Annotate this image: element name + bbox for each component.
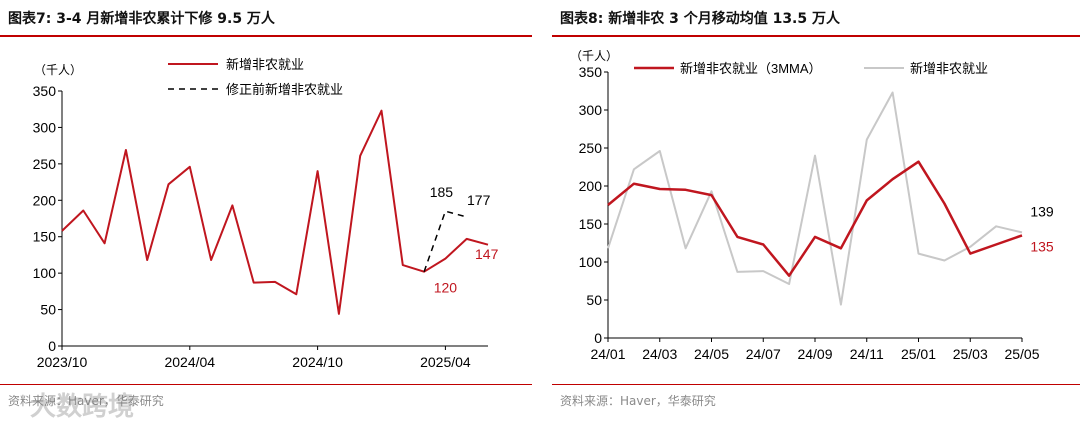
right-y-axis-label: （千人） [570, 49, 618, 63]
left-annotation-120: 120 [434, 280, 458, 296]
right-x-tick-label: 25/03 [953, 346, 988, 362]
right-source-note: 资料来源：Haver，华泰研究 [560, 394, 716, 408]
left-x-tick-label: 2025/04 [420, 354, 471, 370]
left-y-tick-label: 0 [48, 338, 56, 354]
left-legend-label-revised: 新增非农就业 [226, 57, 304, 72]
left-series-prerevision-line [423, 210, 467, 272]
right-title-rule [552, 35, 1080, 37]
right-x-tick-label: 24/01 [590, 346, 625, 362]
right-legend-label-monthly: 新增非农就业 [910, 61, 988, 76]
right-chart: 0 50 100 150 200 250 300 350（千人） 24/01 24/03 24/05… [570, 49, 1054, 362]
left-x-tick-label: 2024/04 [164, 354, 215, 370]
left-y-tick-label: 300 [33, 119, 57, 135]
left-annotation-147: 147 [475, 246, 499, 262]
right-series-monthly-line [607, 91, 1023, 306]
right-chart-panel: 图表8: 新增非农 3 个月移动均值 13.5 万人 0 50 100 150 200 2… [552, 0, 1080, 420]
right-x-tick-label: 24/07 [746, 346, 781, 362]
left-annotation-177: 177 [467, 192, 491, 208]
left-chart-panel: 图表7: 3-4 月新增非农累计下修 9.5 万人 0 50 100 150 200 25… [0, 0, 532, 420]
right-y-tick-label: 50 [586, 292, 602, 308]
left-title-rule [0, 35, 532, 37]
right-x-tick-label: 24/03 [642, 346, 677, 362]
right-x-tick-label: 25/05 [1004, 346, 1039, 362]
right-series-3mma-line [607, 160, 1023, 277]
left-y-axis-label: （千人） [34, 63, 82, 77]
left-series-revised-line [61, 109, 489, 315]
right-legend-label-3mma: 新增非农就业（3MMA） [680, 61, 822, 76]
left-x-tick-label: 2024/10 [292, 354, 343, 370]
left-legend-label-prerevision: 修正前新增非农就业 [226, 82, 343, 97]
left-y-tick-label: 100 [33, 265, 57, 281]
right-y-tick-label: 350 [579, 64, 603, 80]
right-annotation-139: 139 [1030, 203, 1054, 219]
left-y-tick-label: 200 [33, 192, 57, 208]
left-y-tick-label: 250 [33, 156, 57, 172]
left-y-tick-label: 50 [40, 302, 56, 318]
right-y-tick-label: 250 [579, 140, 603, 156]
left-chart-title: 图表7: 3-4 月新增非农累计下修 9.5 万人 [8, 11, 275, 27]
left-y-tick-label: 150 [33, 229, 57, 245]
right-annotation-135: 135 [1030, 238, 1054, 254]
right-x-tick-label: 24/11 [850, 346, 884, 362]
left-chart: 0 50 100 150 200 250 300 350 （千人） 2023/10 2024/04 2… [33, 57, 499, 370]
left-y-tick-label: 350 [33, 83, 57, 99]
right-source-rule [552, 384, 1080, 385]
right-x-tick-label: 24/05 [694, 346, 729, 362]
left-annotation-185: 185 [430, 184, 454, 200]
right-x-tick-label: 25/01 [901, 346, 936, 362]
left-source-rule [0, 384, 532, 385]
right-y-tick-label: 300 [579, 102, 603, 118]
right-x-tick-label: 24/09 [797, 346, 832, 362]
right-y-tick-label: 150 [579, 216, 603, 232]
right-y-tick-label: 100 [579, 254, 603, 270]
right-chart-title: 图表8: 新增非农 3 个月移动均值 13.5 万人 [560, 11, 840, 27]
left-x-tick-label: 2023/10 [37, 354, 88, 370]
right-y-tick-label: 200 [579, 178, 603, 194]
watermark-logo: 大数跨境 [30, 392, 135, 422]
left-source-note: 资料来源：Haver，华泰研究 [8, 394, 164, 408]
right-y-tick-label: 0 [594, 330, 602, 346]
